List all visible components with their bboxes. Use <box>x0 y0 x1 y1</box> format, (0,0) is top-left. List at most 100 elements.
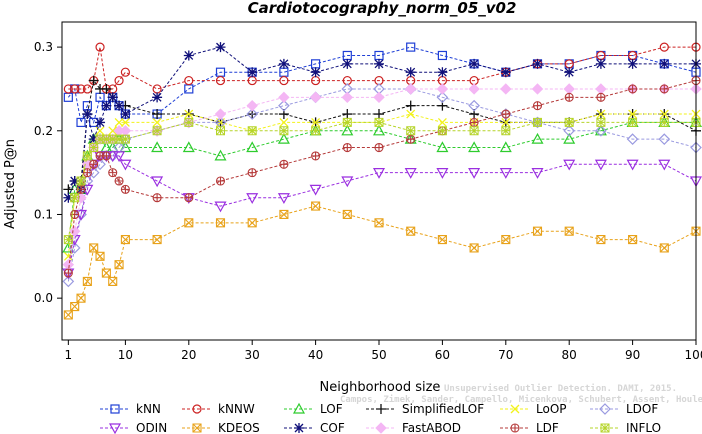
data-point <box>437 235 447 245</box>
legend-label: FastABOD <box>402 421 461 434</box>
data-point <box>404 83 417 95</box>
series-line <box>67 121 696 249</box>
x-tick-label: 30 <box>245 348 260 362</box>
series-cof <box>63 42 701 203</box>
data-point <box>215 75 226 86</box>
legend-item-kdeos: KDEOS <box>182 421 260 434</box>
data-point <box>406 42 416 52</box>
data-point <box>113 151 126 163</box>
data-point <box>63 192 74 203</box>
data-point <box>183 50 194 61</box>
data-point <box>468 83 480 95</box>
data-point <box>279 75 289 86</box>
data-point <box>437 126 447 136</box>
data-point <box>596 92 606 102</box>
data-point <box>95 42 105 52</box>
data-point <box>114 100 125 111</box>
data-point <box>82 168 92 178</box>
data-point <box>373 91 385 104</box>
data-point <box>406 226 416 236</box>
data-point <box>468 99 480 112</box>
data-point <box>468 168 481 179</box>
data-point <box>214 149 227 161</box>
data-point <box>595 83 607 95</box>
legend-label: ODIN <box>136 421 167 434</box>
x-tick-label: 70 <box>498 348 513 362</box>
data-point <box>88 134 99 145</box>
legend-label: INFLO <box>626 421 661 434</box>
data-point <box>114 260 124 270</box>
y-tick-label: 0.0 <box>34 291 53 305</box>
data-point <box>436 91 449 104</box>
data-point <box>82 84 92 94</box>
legend-label: LDOF <box>626 402 658 416</box>
data-point <box>311 151 321 161</box>
data-point <box>596 235 606 245</box>
data-point <box>63 84 73 94</box>
data-point <box>108 126 118 136</box>
series-lof <box>62 116 702 253</box>
data-point <box>278 99 290 112</box>
y-tick-label: 0.3 <box>34 40 53 54</box>
data-point <box>152 84 162 94</box>
data-point <box>501 235 511 245</box>
data-point <box>595 124 607 137</box>
data-point <box>468 141 481 153</box>
data-point <box>63 184 74 195</box>
data-point <box>76 293 86 303</box>
data-point <box>89 159 99 169</box>
data-point <box>341 176 354 188</box>
x-tick-label: 60 <box>435 348 450 362</box>
data-point <box>374 109 384 120</box>
legend-marker <box>375 422 387 434</box>
data-point <box>374 142 384 153</box>
data-point <box>215 42 226 53</box>
legend-item-simplifiedlof: SimplifiedLOF <box>366 402 484 416</box>
series-line <box>67 80 697 274</box>
y-tick-label: 0.1 <box>34 207 53 221</box>
data-point <box>76 84 86 94</box>
data-point <box>214 201 227 213</box>
legend-marker <box>294 423 304 433</box>
data-point <box>82 151 92 161</box>
data-point <box>436 83 449 95</box>
data-point <box>659 243 669 253</box>
data-point <box>564 226 574 236</box>
x-axis: 1 10 20 30 40 50 60 70 80 90 100 <box>65 340 702 362</box>
data-point <box>626 159 639 171</box>
data-point <box>152 92 163 103</box>
legend-label: SimplifiedLOF <box>402 402 484 416</box>
data-point <box>120 67 131 77</box>
data-point <box>626 133 639 146</box>
data-point <box>533 117 542 127</box>
data-point <box>437 50 447 61</box>
legend-label: kNNW <box>218 402 255 416</box>
data-point <box>277 193 290 204</box>
data-point <box>501 126 511 136</box>
data-point <box>88 75 99 86</box>
chart-title: Cardiotocography_norm_05_v02 <box>248 0 517 17</box>
legend-item-ldf: LDF <box>500 421 559 434</box>
data-point <box>374 218 384 228</box>
data-point <box>184 109 194 119</box>
data-point <box>658 133 671 146</box>
data-point <box>76 117 86 128</box>
data-point <box>309 184 322 196</box>
data-point <box>563 159 576 171</box>
data-point <box>87 166 100 179</box>
legend-item-loop: LoOP <box>500 402 567 416</box>
data-point <box>501 117 511 127</box>
legend-marker <box>510 423 520 433</box>
data-point <box>628 84 638 94</box>
data-point <box>246 99 258 112</box>
data-point <box>182 141 195 153</box>
data-point <box>184 218 194 228</box>
legend-item-fastabod: FastABOD <box>366 421 461 434</box>
data-point <box>278 91 290 104</box>
watermark-line-2: Campos, Zimek, Sander, Campello, Micenko… <box>340 394 702 405</box>
data-point <box>499 168 512 179</box>
legend-label: KDEOS <box>218 421 260 434</box>
data-point <box>594 159 607 171</box>
data-point <box>101 100 112 111</box>
data-point <box>405 100 416 111</box>
